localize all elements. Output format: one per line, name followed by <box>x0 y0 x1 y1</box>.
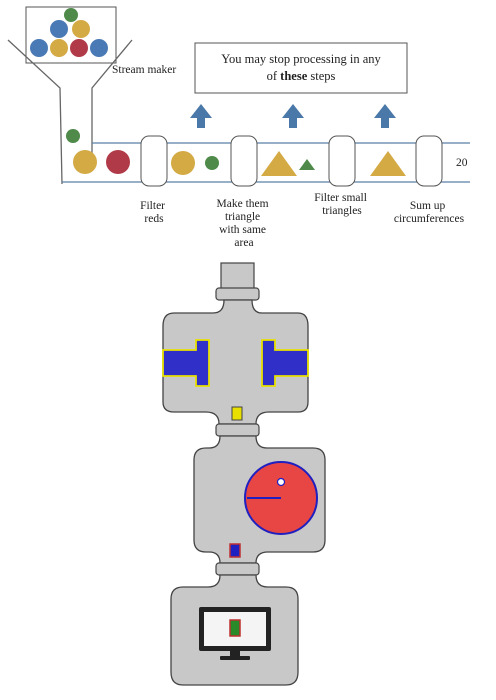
left-piston <box>162 339 210 387</box>
ball-red <box>70 39 88 57</box>
note-line-2: of these steps <box>267 69 336 83</box>
pipeline-diagram: Stream maker 20 You may stop processing … <box>7 6 470 249</box>
arrow-up-icon <box>282 104 304 128</box>
stream-maker-label: Stream maker <box>112 64 176 76</box>
ball-blue <box>50 20 68 38</box>
ball-green <box>64 8 78 22</box>
funnel-icon <box>7 39 133 185</box>
note-line-1: You may stop processing in any <box>221 52 381 66</box>
item-blue <box>229 543 241 558</box>
ball-red <box>106 150 130 174</box>
ball-yellow <box>171 151 195 175</box>
right-piston <box>261 339 309 387</box>
item-yellow <box>231 406 243 421</box>
step-sum-up-label: Sum up circumferences <box>394 200 465 225</box>
sum-up-gate <box>415 135 443 187</box>
ball-yellow <box>50 39 68 57</box>
ball-green <box>66 129 80 143</box>
note-box <box>194 42 408 94</box>
step-make-triangles-label: Make them triangle with same area <box>217 198 272 249</box>
triangle-green <box>299 159 315 170</box>
connector-lower <box>215 562 260 576</box>
ball-green <box>205 156 219 170</box>
make-triangles-gate <box>230 135 258 187</box>
ball-blue <box>90 39 108 57</box>
filter-reds-gate <box>140 135 168 187</box>
stream-machine-icon <box>162 262 326 686</box>
triangle-yellow <box>370 151 406 176</box>
ball-blue <box>30 39 48 57</box>
filter-small-triangles-gate <box>328 135 356 187</box>
monitor-icon <box>199 607 271 660</box>
connector-upper <box>215 423 260 437</box>
step-filter-small-label: Filter small triangles <box>314 192 370 217</box>
intake-collar <box>215 287 260 301</box>
triangle-yellow <box>261 151 297 176</box>
upper-chamber <box>162 299 309 425</box>
result-value: 20 <box>456 157 468 169</box>
ball-yellow <box>72 20 90 38</box>
arrow-up-icon <box>190 104 212 128</box>
gauge-icon <box>244 461 318 535</box>
intake-pipe <box>220 262 255 291</box>
ball-yellow <box>73 150 97 174</box>
step-filter-reds-label: Filter reds <box>140 200 168 225</box>
arrow-up-icon <box>374 104 396 128</box>
